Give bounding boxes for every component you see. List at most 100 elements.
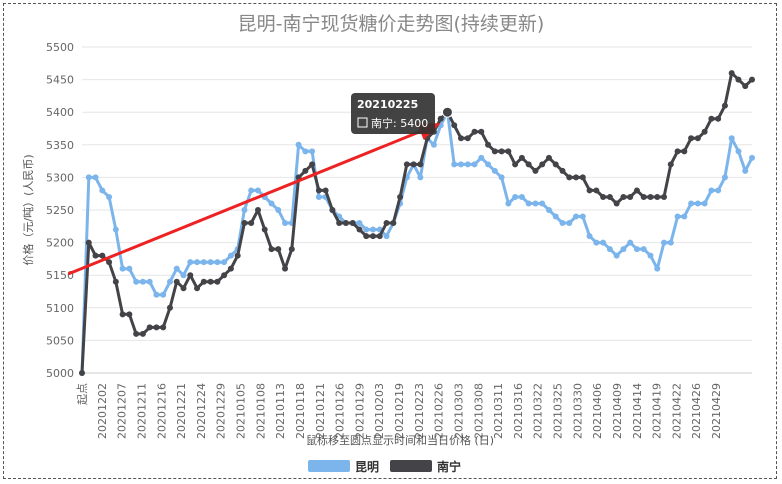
data-point <box>485 141 492 148</box>
y-tick-label: 5450 <box>46 74 74 87</box>
data-point <box>363 226 370 233</box>
x-tick-label: 20201207 <box>116 383 129 439</box>
data-point <box>464 135 471 142</box>
x-tick-label: 20201202 <box>96 383 109 439</box>
data-point <box>133 330 140 337</box>
data-point <box>390 220 397 227</box>
data-point <box>620 246 627 253</box>
x-tick-label: 20210226 <box>433 383 446 439</box>
data-point <box>505 148 512 155</box>
data-point <box>478 128 485 135</box>
data-point <box>207 259 214 266</box>
data-point <box>694 135 701 142</box>
data-point <box>227 252 234 259</box>
data-point <box>248 220 255 227</box>
data-point <box>735 76 742 83</box>
data-point <box>200 259 207 266</box>
data-point <box>532 200 539 207</box>
data-point <box>742 83 749 90</box>
data-point <box>417 174 424 181</box>
y-tick-label: 5100 <box>46 302 74 315</box>
data-point <box>566 174 573 181</box>
data-point <box>180 285 187 292</box>
data-point <box>586 187 593 194</box>
data-point <box>221 259 228 266</box>
data-point <box>667 161 674 168</box>
data-point <box>627 193 634 200</box>
data-point <box>370 226 377 233</box>
data-point <box>275 207 282 213</box>
data-point <box>126 311 133 318</box>
y-tick-label: 5300 <box>46 171 74 184</box>
data-point <box>160 291 167 298</box>
data-point <box>322 187 329 194</box>
data-point <box>674 213 681 220</box>
y-axis-label: 价格（元/吨）(人民币) <box>21 154 35 265</box>
data-point <box>119 265 126 272</box>
data-point <box>383 220 390 227</box>
y-tick-label: 5200 <box>46 237 74 250</box>
series-line <box>80 110 754 374</box>
x-tick-label: 20210303 <box>452 383 465 439</box>
tooltip: 20210225 南宁: 5400 <box>351 93 435 134</box>
data-point <box>518 154 525 161</box>
data-point <box>505 200 512 207</box>
data-point <box>106 193 113 200</box>
legend-swatch <box>308 460 350 472</box>
data-point <box>539 161 546 168</box>
data-point <box>282 265 289 272</box>
arrow-shaft <box>67 130 421 276</box>
data-point <box>708 115 715 122</box>
x-axis-ticks: 起点 20201202 20201207 20201211 20201216 202012… <box>76 383 723 439</box>
series-layer <box>79 70 755 376</box>
data-point <box>92 174 99 181</box>
legend: 昆明 南宁 <box>308 459 461 474</box>
data-point <box>214 259 221 266</box>
data-point <box>457 135 464 142</box>
x-tick-label: 20210422 <box>670 383 683 439</box>
data-point <box>99 252 106 259</box>
y-axis-ticks: 5000 5050 5100 5150 5200 5250 5300 5350 5400 5450… <box>46 41 74 380</box>
x-tick-label: 20210105 <box>235 383 248 439</box>
data-point <box>221 272 228 279</box>
data-point <box>194 259 201 266</box>
data-point <box>654 193 661 200</box>
data-point <box>92 252 99 259</box>
data-point <box>525 161 532 168</box>
data-point <box>85 174 92 181</box>
data-point <box>248 187 255 194</box>
data-point <box>749 154 755 161</box>
x-tick-label: 20210113 <box>274 383 287 439</box>
data-point <box>728 70 735 77</box>
data-point <box>694 200 701 207</box>
data-point <box>282 220 289 227</box>
x-tick-label: 20201229 <box>215 383 228 439</box>
highlighted-point <box>441 106 453 118</box>
legend-swatch <box>390 460 432 472</box>
data-point <box>119 311 126 318</box>
data-point <box>410 161 417 168</box>
data-point <box>559 167 566 174</box>
data-point <box>79 370 85 376</box>
tooltip-value: 南宁: 5400 <box>371 116 428 130</box>
x-tick-label: 20210203 <box>373 383 386 439</box>
data-point <box>241 220 248 227</box>
data-point <box>613 252 620 259</box>
data-point <box>518 193 525 200</box>
data-point <box>681 213 688 220</box>
data-point <box>498 148 505 155</box>
data-point <box>654 265 661 272</box>
data-point <box>356 226 363 233</box>
data-point <box>309 161 316 168</box>
data-point <box>573 174 580 181</box>
data-point <box>349 220 356 227</box>
data-point <box>126 265 133 272</box>
x-tick-label: 20201221 <box>175 383 188 439</box>
data-point <box>573 213 580 220</box>
data-point <box>173 278 180 285</box>
chart-title: 昆明-南宁现货糖价走势图(持续更新) <box>238 13 545 35</box>
data-point <box>153 291 160 298</box>
y-tick-label: 5000 <box>46 367 74 380</box>
data-point <box>633 187 640 194</box>
data-point <box>661 193 668 200</box>
